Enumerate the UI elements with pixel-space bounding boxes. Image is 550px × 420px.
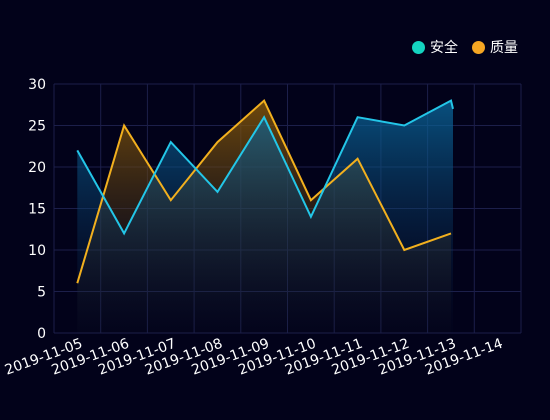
legend-label-safety: 安全 (430, 40, 458, 56)
series-lines (76, 98, 454, 284)
y-tick-label: 0 (37, 326, 46, 342)
legend-item-safety[interactable]: 安全 (412, 37, 458, 57)
series-line-0 (76, 99, 454, 236)
legend-label-quality: 质量 (490, 40, 518, 56)
area-fills (77, 100, 454, 333)
area-fill-series-0 (77, 100, 454, 333)
legend-dot-quality (472, 40, 485, 54)
x-axis-tick-labels: 2019-11-052019-11-062019-11-072019-11-08… (3, 336, 505, 379)
y-tick-label: 30 (28, 77, 46, 93)
legend[interactable]: 安全 质量 (412, 37, 518, 57)
y-tick-label: 10 (28, 243, 46, 259)
legend-item-quality[interactable]: 质量 (472, 37, 518, 57)
y-tick-label: 5 (37, 285, 46, 301)
y-axis-tick-labels: 0 5 10 15 20 25 30 (28, 77, 46, 342)
y-tick-label: 20 (28, 160, 46, 176)
y-tick-label: 15 (28, 202, 46, 218)
legend-dot-safety (412, 40, 425, 54)
series-line-1 (76, 98, 452, 284)
y-tick-label: 25 (28, 119, 46, 135)
